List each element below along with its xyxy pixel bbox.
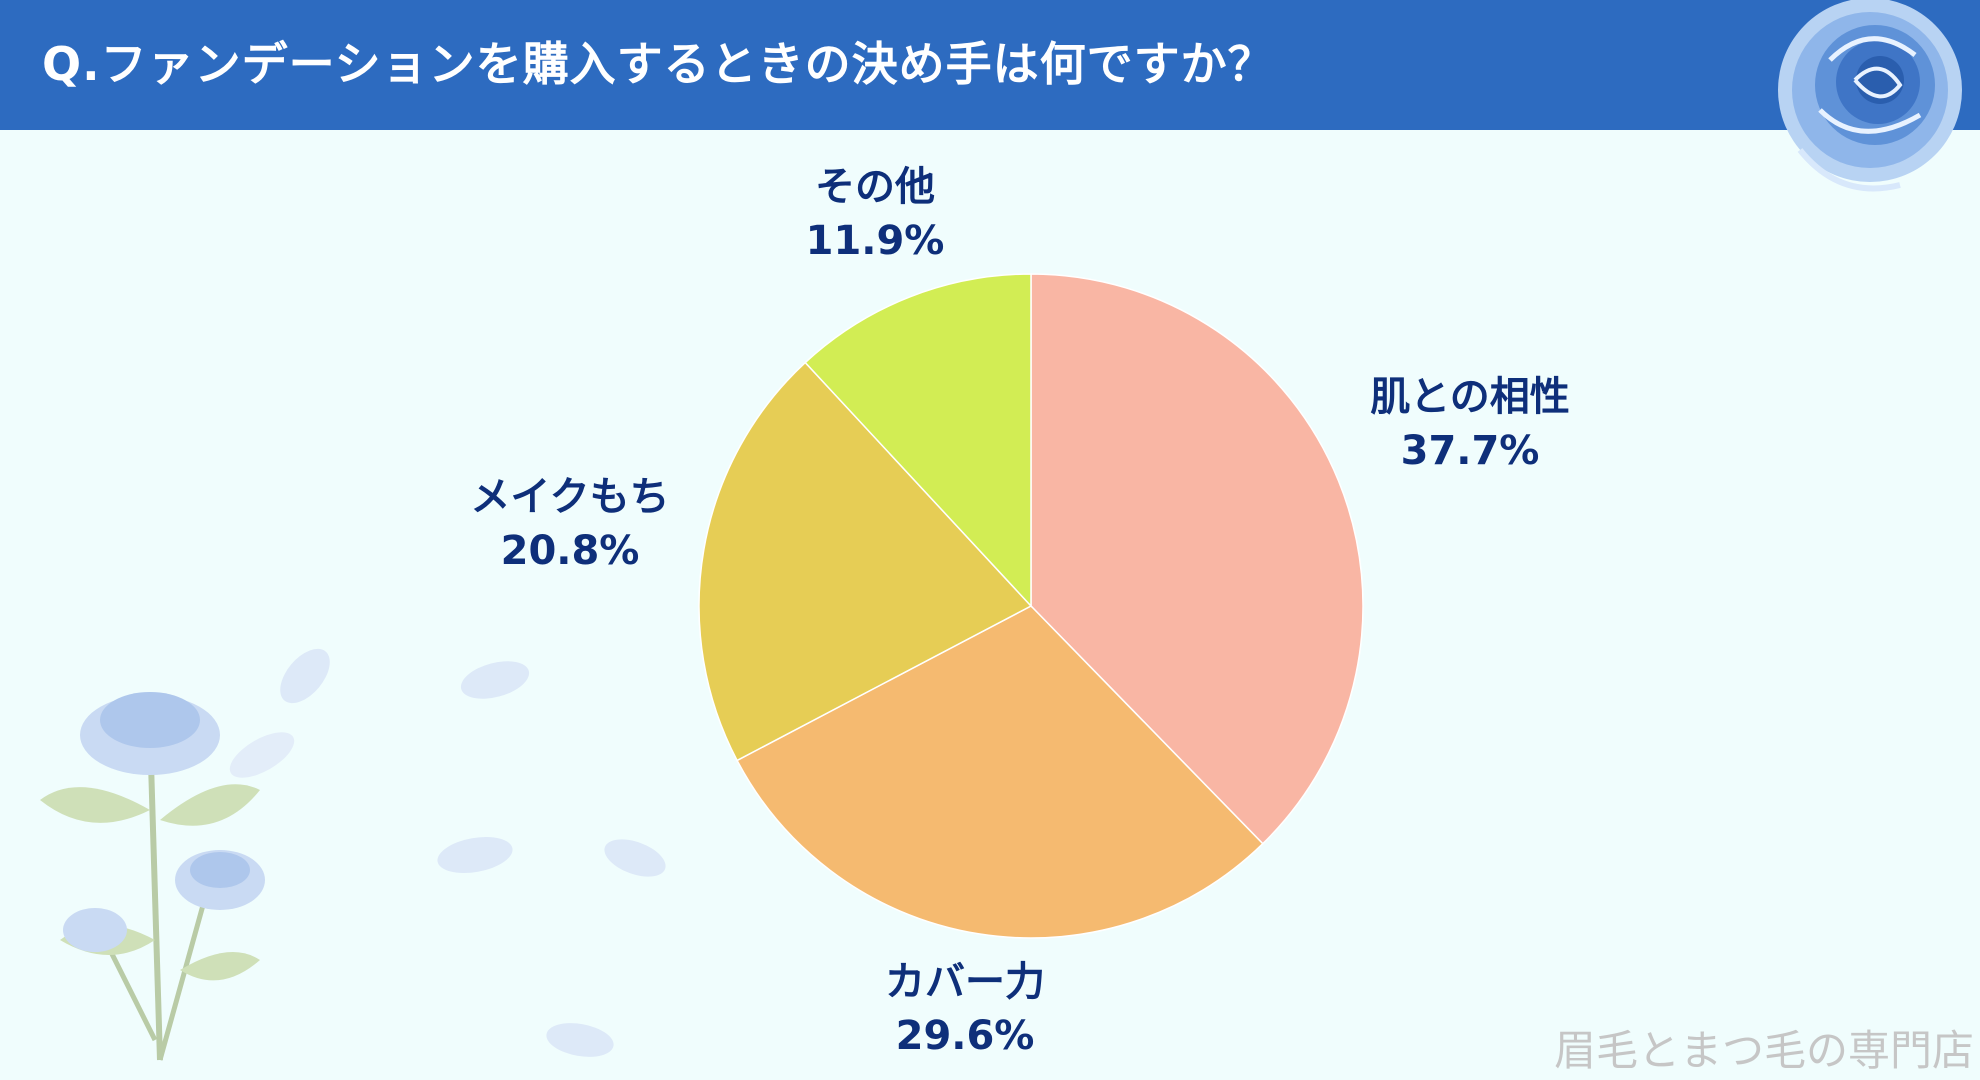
slice-label-value: 29.6% xyxy=(895,1013,1035,1059)
slice-label-text: 肌との相性 xyxy=(1370,374,1570,420)
slice-label-makeup-lasting: メイクもち 20.8% xyxy=(440,470,700,578)
slice-label-value: 37.7% xyxy=(1400,428,1540,474)
slice-label-value: 20.8% xyxy=(500,528,640,574)
pie-slice-2 xyxy=(698,361,1033,762)
footer-credit: 眉毛とまつ毛の専門店 xyxy=(1553,1026,1974,1075)
slice-label-skin-compat: 肌との相性 37.7% xyxy=(1340,370,1600,478)
flower-decoration-icon xyxy=(40,692,265,1061)
pie-slice-1 xyxy=(736,605,1264,939)
pie-slice-0 xyxy=(1030,273,1364,845)
slice-label-text: カバー力 xyxy=(885,959,1045,1005)
slice-label-text: その他 xyxy=(815,164,935,210)
page-title: Q.ファンデーションを購入するときの決め手は何ですか？ xyxy=(42,37,1275,91)
slice-label-text: メイクもち xyxy=(470,474,670,520)
slice-label-coverage: カバー力 29.6% xyxy=(835,955,1095,1063)
slice-label-value: 11.9% xyxy=(805,218,945,264)
slice-label-other: その他 11.9% xyxy=(745,160,1005,268)
rose-decoration-icon xyxy=(1778,0,1962,192)
pie-slice-3 xyxy=(804,273,1032,608)
header-bar: Q.ファンデーションを購入するときの決め手は何ですか？ xyxy=(0,0,1980,130)
